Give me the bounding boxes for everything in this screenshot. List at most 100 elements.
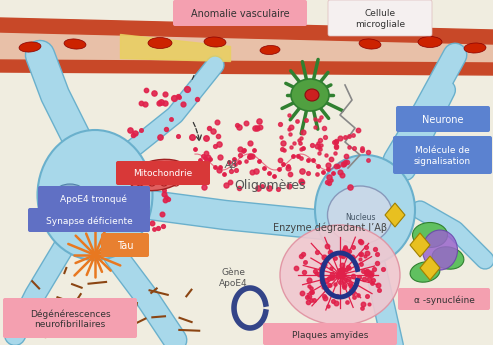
Ellipse shape <box>204 37 226 47</box>
Point <box>369 278 377 283</box>
Point <box>358 147 366 153</box>
Point <box>161 197 169 203</box>
Point <box>328 274 336 280</box>
Ellipse shape <box>423 230 458 270</box>
Point <box>332 300 340 305</box>
Ellipse shape <box>260 46 280 55</box>
Point <box>334 271 342 276</box>
Point <box>191 147 199 152</box>
Point <box>356 251 364 256</box>
Point <box>321 296 329 301</box>
Point <box>351 145 358 151</box>
Point <box>324 166 332 171</box>
Point <box>250 125 258 131</box>
Text: AMN: AMN <box>63 189 77 195</box>
Point <box>216 154 224 159</box>
Point <box>334 274 342 279</box>
Point <box>331 255 339 260</box>
Point <box>225 159 233 165</box>
Point <box>317 142 324 148</box>
Point <box>265 170 273 176</box>
Point <box>179 101 187 107</box>
Point <box>167 116 175 121</box>
Point <box>345 248 352 254</box>
Point <box>337 272 345 277</box>
Point <box>161 100 169 106</box>
Point <box>325 180 333 186</box>
Point <box>364 158 372 163</box>
Ellipse shape <box>56 184 84 200</box>
Point <box>202 136 210 141</box>
Text: Oligomères: Oligomères <box>234 178 306 191</box>
Point <box>361 253 369 259</box>
Text: Tau: Tau <box>117 241 133 251</box>
Point <box>325 282 333 287</box>
Point <box>332 139 340 145</box>
Polygon shape <box>385 203 405 227</box>
Point <box>230 156 238 161</box>
Point <box>317 266 324 272</box>
Point <box>342 246 350 252</box>
Point <box>338 274 346 279</box>
Ellipse shape <box>359 39 381 49</box>
Point <box>351 295 358 300</box>
Point <box>240 147 248 152</box>
Point <box>348 254 356 260</box>
Point <box>253 125 261 131</box>
Point <box>289 140 297 145</box>
Point <box>313 171 320 177</box>
Point <box>311 268 319 274</box>
Point <box>332 145 340 150</box>
Point <box>215 141 223 146</box>
Point <box>235 124 243 129</box>
Point <box>160 191 168 197</box>
Point <box>336 280 344 285</box>
FancyBboxPatch shape <box>173 0 307 26</box>
Point <box>160 187 168 193</box>
Point <box>304 299 312 304</box>
Text: Enzyme dégradant l’Aβ: Enzyme dégradant l’Aβ <box>273 223 387 233</box>
Polygon shape <box>420 256 440 280</box>
Point <box>196 158 204 163</box>
Point <box>202 175 210 180</box>
Point <box>312 271 320 276</box>
Point <box>338 267 346 273</box>
Ellipse shape <box>418 37 442 48</box>
Point <box>314 249 321 255</box>
FancyBboxPatch shape <box>116 161 210 185</box>
Point <box>284 163 292 169</box>
Point <box>340 273 348 278</box>
Point <box>295 137 303 142</box>
Point <box>334 275 342 280</box>
Point <box>339 161 347 167</box>
Point <box>367 273 375 278</box>
Point <box>260 165 268 170</box>
Point <box>297 147 305 152</box>
Point <box>317 137 324 142</box>
Point <box>309 157 317 163</box>
Point <box>193 96 201 102</box>
Point <box>256 124 264 129</box>
Point <box>341 134 349 139</box>
Point <box>350 133 357 138</box>
Point <box>363 250 371 255</box>
Point <box>364 302 372 307</box>
Point <box>370 267 378 272</box>
Text: Neurone: Neurone <box>422 115 464 125</box>
Point <box>335 268 343 273</box>
Ellipse shape <box>327 186 392 244</box>
Point <box>315 144 323 150</box>
Point <box>202 150 210 155</box>
Point <box>164 196 172 201</box>
Point <box>350 291 357 296</box>
Point <box>323 179 331 185</box>
Point <box>321 278 329 284</box>
Point <box>150 226 158 232</box>
Point <box>322 152 330 157</box>
Point <box>326 282 334 288</box>
Point <box>280 147 287 153</box>
Point <box>287 124 295 130</box>
Point <box>363 294 371 299</box>
Point <box>332 144 340 149</box>
Point <box>363 149 371 155</box>
